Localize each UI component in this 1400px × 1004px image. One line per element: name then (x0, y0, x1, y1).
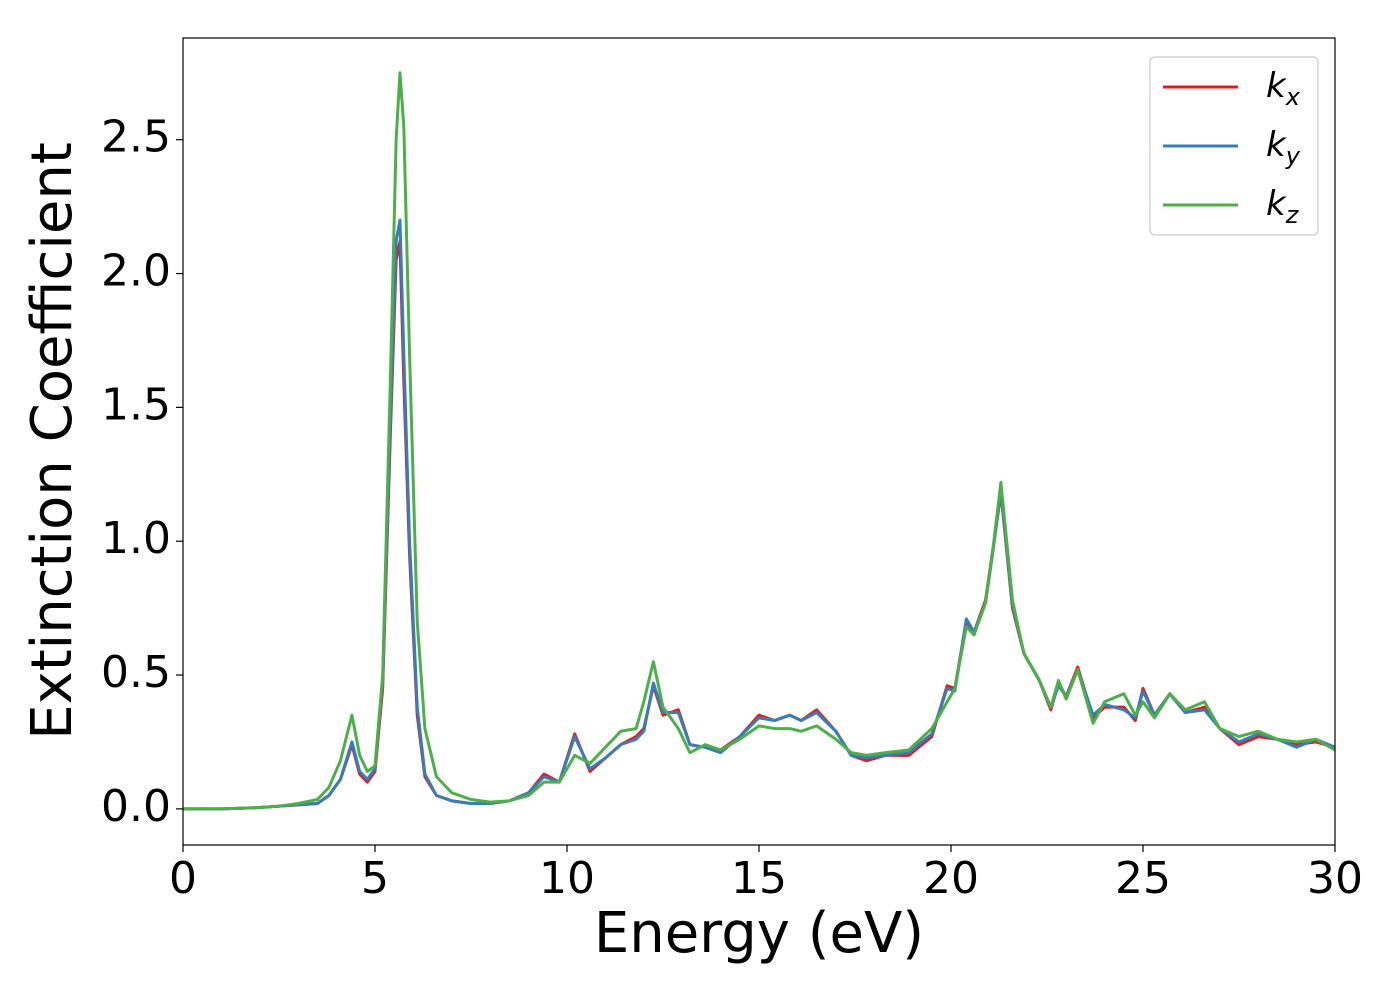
x-tick-label: 0 (169, 853, 197, 904)
x-tick-label: 30 (1307, 853, 1363, 904)
x-tick-label: 15 (731, 853, 787, 904)
x-axis-label: Energy (eV) (594, 901, 924, 966)
y-tick-label: 1.5 (101, 379, 171, 430)
x-tick-label: 20 (923, 853, 979, 904)
x-tick-label: 10 (539, 853, 595, 904)
y-tick-label: 2.5 (101, 112, 171, 163)
y-tick-label: 0.0 (101, 781, 171, 832)
y-tick-label: 1.0 (101, 513, 171, 564)
y-tick-label: 2.0 (101, 246, 171, 297)
x-tick-label: 5 (361, 853, 389, 904)
legend-label: kz (1266, 184, 1300, 229)
data-line (183, 218, 1335, 811)
legend: kx ky kz (1149, 56, 1319, 236)
y-tick-label: 0.5 (101, 647, 171, 698)
x-tick-label: 25 (1115, 853, 1171, 904)
y-axis-label: Extinction Coefficient (20, 142, 85, 740)
data-line (183, 239, 1335, 811)
series-group (183, 71, 1335, 811)
legend-label: kx (1266, 66, 1301, 111)
legend-label: ky (1266, 125, 1301, 170)
data-line (183, 71, 1335, 811)
